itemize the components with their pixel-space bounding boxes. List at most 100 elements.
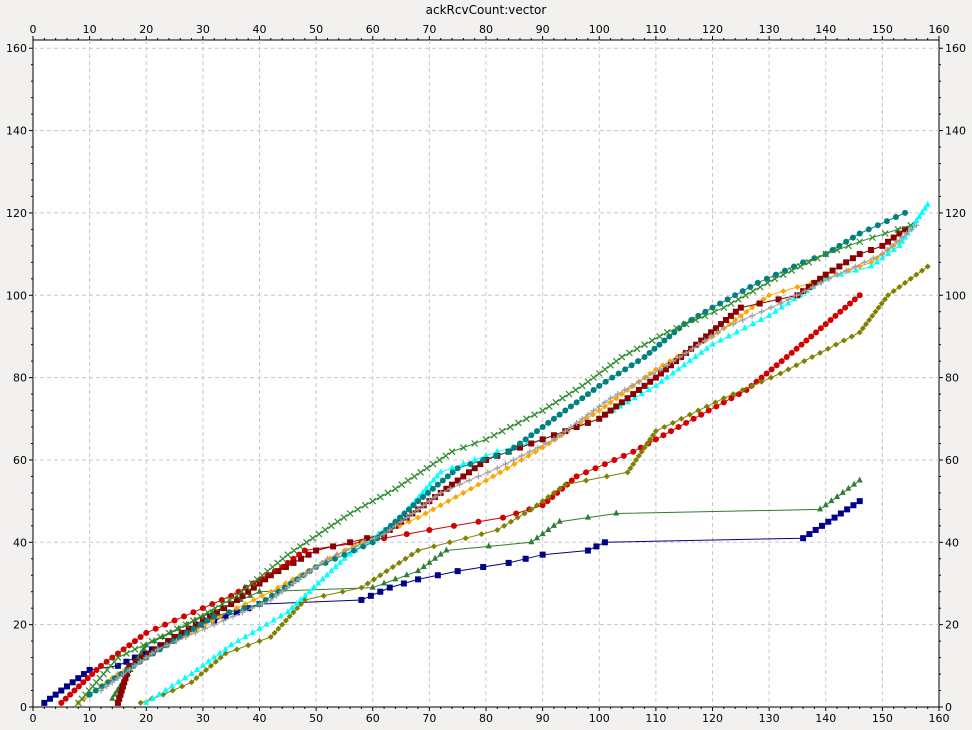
data-point: [362, 539, 369, 546]
data-point: [58, 687, 65, 694]
data-point: [62, 695, 69, 702]
data-point: [409, 510, 416, 517]
data-point: [448, 448, 456, 456]
data-point: [879, 251, 886, 258]
data-point: [627, 465, 634, 472]
data-point: [450, 522, 457, 529]
data-point: [596, 382, 603, 389]
data-point: [641, 341, 648, 349]
data-point: [642, 374, 649, 381]
data-point: [630, 448, 637, 455]
data-point: [275, 625, 282, 632]
data-point: [859, 325, 866, 332]
y-tick-label-right: 140: [945, 125, 966, 138]
data-point: [628, 362, 635, 369]
x-tick-label-bottom: 70: [422, 712, 436, 725]
data-point: [432, 494, 439, 501]
data-point: [624, 469, 631, 476]
data-point: [505, 559, 512, 566]
data-point: [501, 522, 508, 529]
data-point: [415, 506, 422, 513]
y-tick-label-left: 160: [6, 42, 27, 55]
data-point: [550, 436, 557, 443]
data-point: [652, 374, 659, 381]
data-point: [460, 460, 467, 467]
data-point: [845, 484, 852, 491]
data-point: [590, 374, 598, 382]
data-point: [484, 469, 491, 476]
data-point: [539, 436, 546, 443]
data-point: [69, 679, 76, 686]
x-tick-label-top: 10: [83, 23, 97, 36]
data-point: [851, 480, 858, 487]
data-point: [630, 391, 637, 398]
y-tick-label-right: 60: [945, 454, 959, 467]
data-point: [866, 316, 873, 323]
data-point: [590, 407, 597, 414]
data-point: [63, 683, 70, 690]
data-point: [467, 485, 474, 492]
data-point: [800, 535, 807, 542]
data-point: [667, 428, 674, 435]
data-point: [843, 267, 850, 274]
data-point: [478, 531, 485, 538]
data-point: [676, 354, 683, 361]
data-point: [695, 312, 702, 319]
data-point: [405, 506, 412, 513]
data-point: [533, 502, 540, 509]
data-point: [701, 337, 708, 344]
data-point: [93, 666, 100, 673]
data-point: [788, 267, 796, 274]
data-point: [648, 337, 656, 344]
data-point: [733, 328, 740, 335]
data-point: [116, 695, 123, 702]
data-point: [705, 407, 712, 414]
data-point: [475, 481, 482, 488]
data-point: [162, 621, 169, 628]
data-point: [667, 362, 674, 369]
data-point: [768, 374, 775, 381]
data-point: [429, 485, 436, 492]
chart-title: ackRcvCount:vector: [426, 3, 547, 17]
data-point: [256, 587, 263, 594]
data-point: [467, 461, 474, 468]
data-point: [408, 551, 415, 558]
data-point: [420, 563, 427, 570]
x-tick-label-bottom: 0: [30, 712, 37, 725]
data-point: [565, 390, 573, 398]
data-point: [126, 662, 133, 669]
data-point: [590, 386, 597, 393]
data-point: [137, 634, 144, 641]
data-point: [847, 300, 854, 307]
data-point: [417, 468, 424, 476]
data-point: [589, 411, 596, 418]
data-point: [238, 588, 246, 596]
data-point: [592, 465, 599, 472]
series-line: [100, 224, 917, 691]
data-point: [131, 662, 138, 669]
data-point: [245, 642, 252, 649]
data-point: [528, 538, 535, 545]
data-point: [518, 456, 525, 463]
data-point: [618, 353, 626, 361]
data-point: [657, 370, 664, 377]
data-point: [289, 604, 296, 611]
data-point: [426, 526, 433, 533]
data-point: [239, 609, 246, 616]
data-point: [556, 485, 563, 492]
data-point: [306, 587, 313, 594]
data-point: [138, 649, 145, 656]
data-point: [173, 625, 181, 633]
data-point: [682, 320, 690, 328]
data-point: [307, 568, 314, 575]
data-point: [861, 259, 868, 266]
data-point: [507, 518, 514, 525]
data-point: [534, 444, 541, 451]
data-point: [878, 300, 885, 307]
data-point: [539, 424, 546, 431]
x-tick-label-top: 150: [872, 23, 893, 36]
data-point: [263, 620, 270, 627]
data-point: [233, 646, 240, 653]
data-point: [601, 365, 609, 373]
data-point: [173, 638, 180, 645]
